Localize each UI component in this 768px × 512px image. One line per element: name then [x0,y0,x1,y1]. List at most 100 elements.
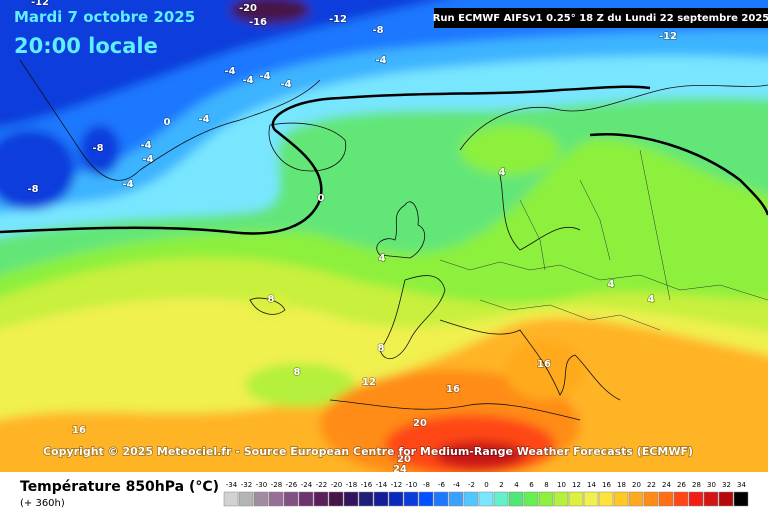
contour-label: 16 [72,425,86,436]
run-info: Run ECMWF AIFSv1 0.25° 18 Z du Lundi 22 … [433,13,768,24]
color-scale: -34 -32 -30 -28 -26 -24 -22 -20 -18 -16 -14 -12 -10-… [223,481,749,507]
legend-subtitle: (+ 360h) [20,498,65,509]
contour-label: -4 [198,114,209,125]
contour-label: 12 [362,377,376,388]
scale-label: -10 [406,481,417,489]
contour-label: -12 [31,0,49,8]
scale-swatch [598,491,614,507]
scale-label: 34 [737,481,746,489]
scale-label: 10 [557,481,566,489]
contour-label: -4 [122,179,133,190]
scale-label: 32 [722,481,731,489]
scale-swatch [373,491,389,507]
contour-label: 20 [397,454,411,465]
scale-swatch [643,491,659,507]
contour-label: 4 [379,253,386,264]
legend-title: Température 850hPa (°C) [20,479,219,495]
scale-label: 16 [602,481,611,489]
scale-swatch [478,491,494,507]
scale-swatch [688,491,704,507]
scale-swatch [388,491,404,507]
scale-swatch [358,491,374,507]
scale-swatch [418,491,434,507]
scale-swatch [328,491,344,507]
contour-label: 8 [378,343,385,354]
scale-swatch [433,491,449,507]
contour-label: 20 [413,418,427,429]
scale-label: 24 [662,481,671,489]
scale-swatch [298,491,314,507]
scale-label: -28 [271,481,282,489]
scale-swatch [448,491,464,507]
scale-label: -16 [361,481,373,489]
contour-label: 4 [499,167,506,178]
scale-label: -18 [346,481,357,489]
copyright: Copyright © 2025 Meteociel.fr - Source E… [43,445,693,458]
scale-swatch [523,491,539,507]
scale-label: 0 [484,481,488,489]
scale-swatch [733,491,749,507]
scale-label: 26 [677,481,686,489]
scale-label: -32 [241,481,252,489]
scale-label: 30 [707,481,716,489]
scale-swatch [628,491,644,507]
contour-label: -4 [140,140,151,151]
contour-label: 4 [648,294,655,305]
scale-label: 22 [647,481,656,489]
scale-label: 14 [587,481,596,489]
scale-label: 2 [499,481,503,489]
scale-swatch [253,491,269,507]
scale-label: -12 [391,481,402,489]
scale-swatch [553,491,569,507]
scale-swatch [703,491,719,507]
scale-swatch [493,491,509,507]
contour-label: -4 [224,66,235,77]
scale-swatch [343,491,359,507]
contour-label: -8 [372,25,383,36]
temperature-field [0,0,768,472]
scale-label: -14 [376,481,388,489]
contour-label: -20 [239,3,257,14]
scale-label: 4 [514,481,519,489]
scale-label: -8 [423,481,430,489]
scale-swatch [268,491,284,507]
contour-label: -4 [259,71,270,82]
scale-swatch [583,491,599,507]
contour-label: -4 [142,154,153,165]
scale-label: 20 [632,481,641,489]
scale-label: 12 [572,481,581,489]
scale-label: -22 [316,481,327,489]
scale-swatch [538,491,554,507]
scale-label: -2 [468,481,475,489]
scale-swatch [508,491,524,507]
contour-label: -16 [249,17,267,28]
contour-label: 4 [608,279,615,290]
contour-label: -12 [659,31,677,42]
scale-swatch [613,491,629,507]
scale-swatch [223,491,239,507]
scale-label: -6 [438,481,446,489]
scale-label: 28 [692,481,701,489]
run-box [434,8,768,28]
scale-label: -4 [453,481,461,489]
contour-label: -4 [242,75,253,86]
scale-label: 8 [544,481,548,489]
scale-swatch [673,491,689,507]
contour-label: 0 [318,193,325,204]
scale-swatch [568,491,584,507]
country-borders [439,149,768,331]
forecast-time: 20:00 locale [14,34,158,58]
contour-label: -4 [280,79,291,90]
contour-label: -4 [375,55,386,66]
coastline [19,59,768,421]
contour-label: 8 [294,367,301,378]
scale-label: 6 [529,481,534,489]
contour-label: 16 [446,384,460,395]
scale-swatch [313,491,329,507]
scale-swatch [403,491,419,507]
scale-swatch [463,491,479,507]
scale-swatch [658,491,674,507]
scale-label: -26 [286,481,298,489]
scale-label: -24 [301,481,313,489]
forecast-date: Mardi 7 octobre 2025 [14,8,195,26]
